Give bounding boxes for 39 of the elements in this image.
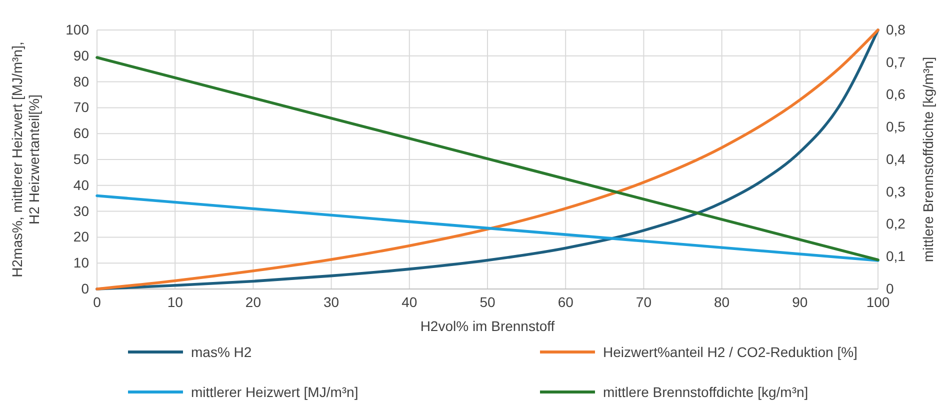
- y2-tick-label: 0,3: [886, 183, 906, 200]
- x-axis-title: H2vol% im Brennstoff: [420, 318, 555, 334]
- legend-label: mas% H2: [191, 344, 252, 360]
- y-tick-label: 90: [73, 47, 90, 64]
- x-tick-label: 40: [402, 294, 418, 310]
- y2-tick-label: 0,5: [886, 118, 906, 135]
- x-tick-label: 60: [558, 294, 574, 310]
- x-tick-label: 80: [714, 294, 730, 310]
- y-tick-label: 10: [73, 254, 90, 271]
- y2-tick-label: 0,2: [886, 216, 906, 232]
- y-tick-label: 0: [81, 280, 90, 296]
- legend-label: mittlere Brennstoffdichte [kg/m³n]: [603, 384, 808, 400]
- y-tick-label: 70: [73, 99, 90, 116]
- x-tick-label: 90: [792, 294, 808, 310]
- y-tick-label: 20: [73, 228, 90, 245]
- y2-tick-label: 0,1: [886, 248, 906, 264]
- y2-tick-label: 0,4: [886, 150, 906, 167]
- legend-label: Heizwert%anteil H2 / CO2-Reduktion [%]: [603, 344, 858, 360]
- y-axis-title: H2mas%, mittlerer Heizwert [MJ/m³n], H2 Heizwertanteil[%]: [9, 42, 42, 278]
- y2-tick-label: 0: [886, 280, 894, 296]
- x-tick-label: 50: [480, 294, 496, 310]
- y2-tick-label: 0,7: [886, 54, 906, 70]
- y-tick-label: 50: [73, 150, 90, 167]
- y-tick-label: 40: [73, 176, 90, 193]
- x-tick-label: 20: [245, 294, 262, 310]
- x-tick-label: 70: [636, 294, 652, 310]
- y-tick-label: 100: [66, 21, 90, 38]
- y2-tick-label: 0,8: [886, 21, 906, 38]
- line-series: [96, 28, 880, 290]
- x-tick-label: 10: [167, 294, 184, 310]
- x-tick-label: 30: [324, 294, 340, 310]
- y2-tick-label: 0,6: [886, 86, 906, 102]
- y-tick-label: 60: [73, 125, 90, 142]
- legend-label: mittlerer Heizwert [MJ/m³n]: [191, 384, 358, 400]
- y-tick-label: 80: [73, 73, 90, 90]
- y2-axis-title: mittlere Brennstoffdichte [kg/m³n]: [920, 56, 936, 262]
- x-tick-label: 100: [866, 294, 890, 310]
- x-tick-label: 0: [93, 294, 102, 310]
- y-tick-label: 30: [73, 202, 90, 219]
